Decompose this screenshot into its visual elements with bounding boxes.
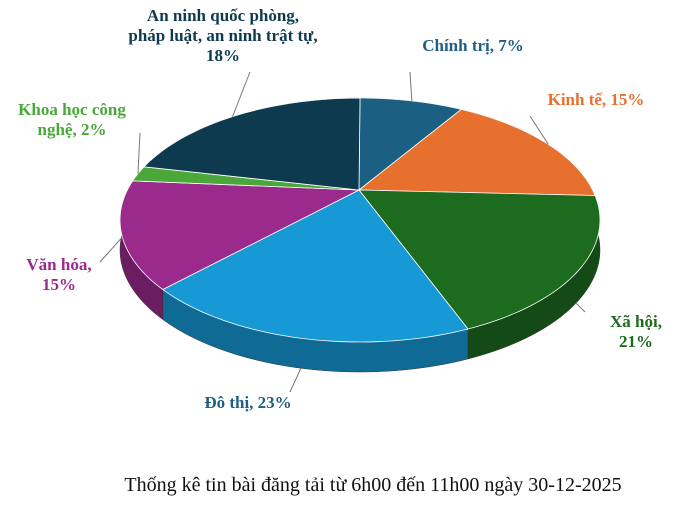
label-kinh-te: Kinh tế, 15%	[547, 90, 645, 109]
slice-1	[357, 108, 596, 196]
label-xa-hoi: Xã hội, 21%	[610, 312, 662, 351]
label-van-hoa: Văn hóa, 15%	[26, 255, 92, 294]
leader-line	[232, 71, 251, 117]
leader-line	[137, 132, 141, 174]
label-khcn: Khoa học công nghệ, 2%	[18, 100, 126, 139]
leader-line	[409, 71, 413, 101]
slice-2	[358, 189, 601, 330]
label-do-thi: Đô thị, 23%	[204, 393, 292, 412]
leader-line	[289, 368, 302, 393]
slice-6	[143, 97, 361, 191]
leader-line	[575, 302, 586, 313]
leader-line	[99, 236, 123, 263]
slice-3	[162, 189, 469, 343]
label-chinh-tri: Chính trị, 7%	[422, 36, 524, 55]
leader-line	[529, 115, 549, 145]
label-an-ninh: An ninh quốc phòng, pháp luật, an ninh t…	[128, 6, 318, 65]
chart-caption: Thống kê tin bài đăng tải từ 6h00 đến 11…	[124, 474, 622, 496]
